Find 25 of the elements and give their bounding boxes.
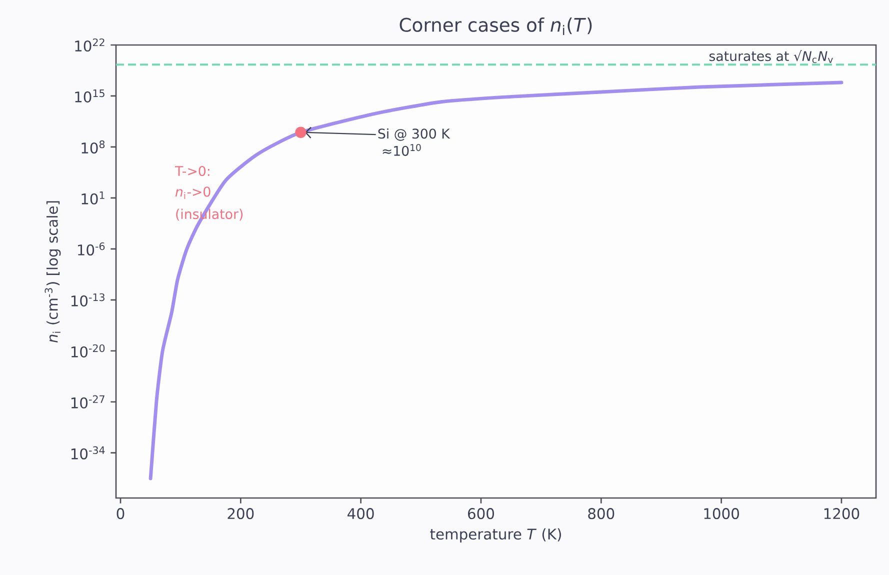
annotation: T->0: bbox=[174, 166, 210, 176]
y-tick-label: 10$^{1}$ bbox=[82, 191, 104, 204]
x-tick-label: 400 bbox=[348, 508, 374, 520]
annotation: ≈10$^{10}$ bbox=[382, 144, 421, 156]
y-tick-label: 10$^{22}$ bbox=[75, 38, 104, 52]
x-tick-label: 1000 bbox=[704, 508, 739, 520]
chart-title: Corner cases of n$_{i}$(T) bbox=[400, 17, 592, 35]
y-tick-label: 10$^{-20}$ bbox=[71, 344, 105, 358]
annotation: Si @ 300 K bbox=[378, 128, 450, 141]
x-tick-label: 1200 bbox=[824, 508, 860, 520]
line-series bbox=[148, 80, 844, 480]
x-tick-label: 600 bbox=[468, 508, 494, 520]
ref-line-label: saturates at √N$_{c}$N$_{v}$ bbox=[709, 50, 833, 64]
y-tick-label: 10$^{-6}$ bbox=[78, 242, 105, 256]
y-tick-label: 10$^{-34}$ bbox=[71, 446, 105, 460]
y-axis-title: n$_{i}$ (cm$^{-3}$) [log scale] bbox=[44, 201, 61, 343]
x-axis-title: temperature T (K) bbox=[430, 528, 561, 542]
x-tick-label: 200 bbox=[228, 508, 254, 520]
y-tick-label: 10$^{-13}$ bbox=[71, 293, 104, 306]
x-tick-label: 800 bbox=[588, 508, 614, 520]
y-tick-label: 10$^{15}$ bbox=[75, 89, 104, 102]
annotation: n$_{i}$->0 bbox=[175, 186, 210, 200]
y-tick-label: 10$^{8}$ bbox=[82, 140, 105, 154]
x-tick-label: 0 bbox=[116, 508, 124, 520]
y-tick-label: 10$^{-27}$ bbox=[71, 395, 104, 408]
